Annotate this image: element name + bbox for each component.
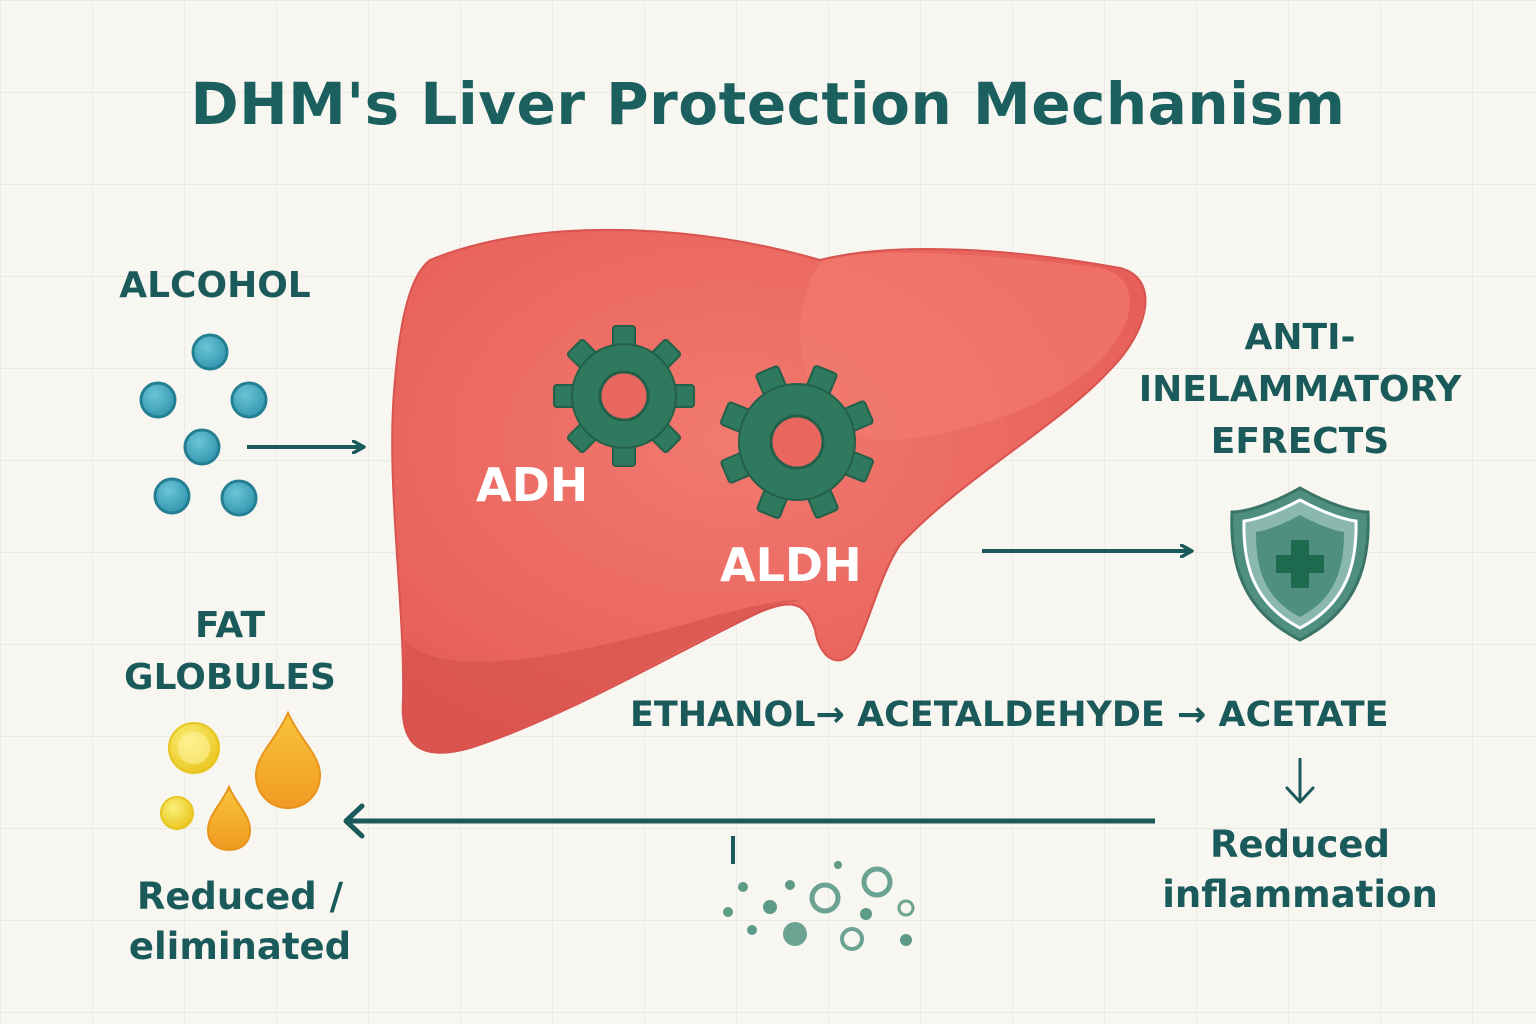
- scattered-particles-icon: [723, 861, 915, 951]
- reduced-inflammation-line1: Reduced: [1210, 823, 1390, 866]
- anti-inflammatory-label: ANTI- INELAMMATORY EFRECTS: [1120, 312, 1480, 468]
- metabolic-pathway: ETHANOL→ ACETALDEHYDE → ACETATE: [630, 695, 1420, 735]
- shield-plus-icon: [1230, 486, 1370, 642]
- reduced-eliminated-label: Reduced / eliminated: [110, 872, 370, 972]
- alcohol-label: ALCOHOL: [119, 265, 311, 306]
- reduced-eliminated-line1: Reduced /: [136, 875, 344, 918]
- fat-globules-label: FAT GLOBULES: [110, 600, 350, 704]
- fat-globules-label-line2: GLOBULES: [124, 657, 336, 698]
- fat-globules-label-line1: FAT: [194, 605, 266, 646]
- arrow-down-icon: [1285, 758, 1315, 804]
- reduced-inflammation-label: Reduced inflammation: [1150, 820, 1450, 920]
- enzyme-label-adh: ADH: [476, 458, 589, 512]
- pathway-acetaldehyde: ACETALDEHYDE →: [857, 695, 1207, 735]
- anti-inflammatory-line3: EFRECTS: [1210, 421, 1390, 462]
- reduced-eliminated-line2: eliminated: [128, 925, 352, 968]
- arrow-return-head: [343, 803, 365, 839]
- enzyme-label-aldh: ALDH: [720, 538, 862, 592]
- pathway-acetate: ACETATE: [1218, 695, 1389, 735]
- gear-icon-aldh: [720, 365, 874, 519]
- pathway-ethanol: ETHANOL→: [630, 695, 845, 735]
- reduced-inflammation-line2: inflammation: [1162, 873, 1438, 916]
- anti-inflammatory-line1: ANTI-: [1244, 317, 1356, 358]
- alcohol-molecules-icon: [139, 333, 268, 517]
- gear-icon-adh: [553, 325, 695, 467]
- anti-inflammatory-line2: INELAMMATORY: [1138, 369, 1462, 410]
- fat-droplets-icon: [160, 710, 322, 852]
- page-title: DHM's Liver Protection Mechanism: [190, 70, 1346, 138]
